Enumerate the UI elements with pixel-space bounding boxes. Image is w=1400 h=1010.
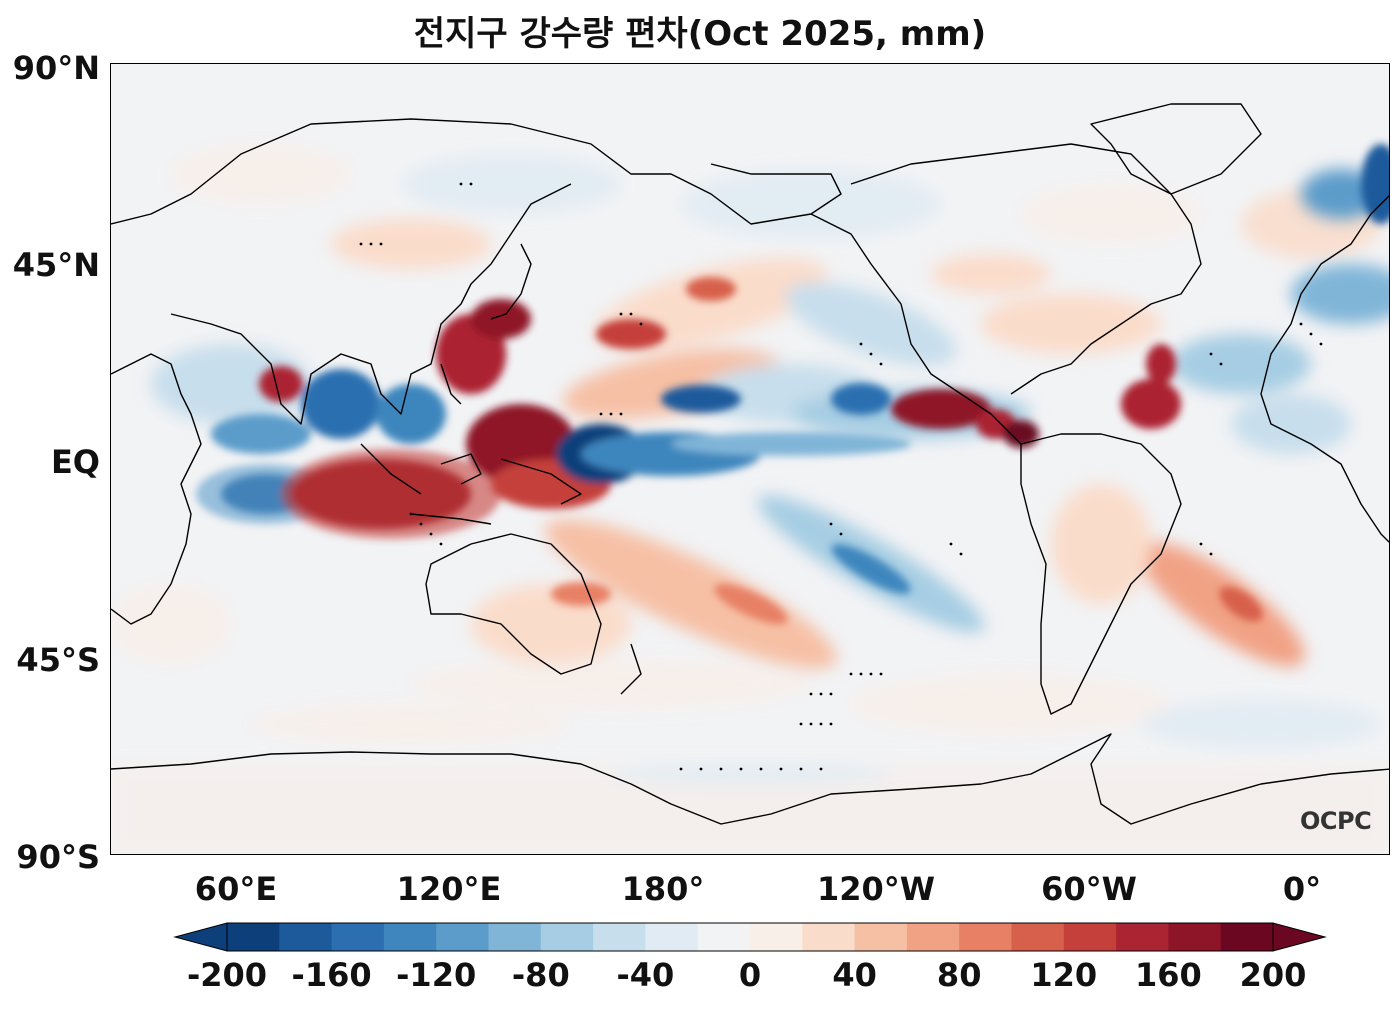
colorbar-tick-label: 40 [832,956,877,994]
ocpc-credit: OCPC [1300,807,1372,835]
lon-label-60e: 60°E [194,870,278,908]
colorbar-tick-label: 80 [936,956,982,994]
colorbar-segment [488,923,542,951]
colorbar-segment [331,923,385,951]
colorbar-segment [697,923,751,951]
colorbar-segment [854,923,908,951]
colorbar-max-extension [1272,922,1327,952]
colorbar-tick-label: -120 [396,956,477,994]
colorbar-segment [750,923,803,951]
lon-label-0: 0° [1282,870,1322,908]
significance-stippling [359,182,1323,771]
colorbar-tick-label: 200 [1239,956,1307,994]
lat-label-45s: 45°S [16,641,100,679]
lon-label-60w: 60°W [1041,870,1137,908]
colorbar [173,922,1327,952]
colorbar-segment [906,923,960,951]
colorbar-segment [593,923,646,951]
colorbar-tick-label: 120 [1030,956,1098,994]
lat-label-90s: 90°S [16,838,100,876]
colorbar-segment [802,923,856,951]
colorbar-segment [959,923,1012,951]
coastlines [111,103,1389,825]
colorbar-segment [645,923,699,951]
map-title: 전지구 강수량 편차(Oct 2025, mm) [413,14,987,54]
lon-label-120e: 120°E [396,870,502,908]
colorbar-segment [383,923,437,951]
colorbar-tick-label: -200 [186,956,268,994]
strong-anomaly-fields [196,144,1389,625]
lat-label-eq: EQ [50,443,100,481]
colorbar-tick-label: -160 [291,956,372,994]
weak-anomaly-fields [111,144,1389,854]
colorbar-tick-label: -80 [511,956,570,994]
colorbar-segment [1220,923,1274,951]
colorbar-min-extension [173,922,228,952]
lon-label-120w: 120°W [816,870,936,908]
precipitation-anomaly-map [110,63,1390,855]
map-canvas [111,64,1389,854]
colorbar-segment [1011,923,1065,951]
colorbar-segment [1063,923,1117,951]
colorbar-tick-label: 0 [738,956,762,994]
colorbar-tick-label: 160 [1134,956,1202,994]
lat-label-45n: 45°N [12,246,100,284]
colorbar-segment [1168,923,1222,951]
colorbar-tick-label: -40 [616,956,675,994]
colorbar-segment [1116,923,1169,951]
moderate-anomaly-fields [151,169,1389,669]
colorbar-segment [227,923,280,951]
colorbar-segment [436,923,489,951]
colorbar-segment [540,923,594,951]
lon-label-180: 180° [621,870,705,908]
lat-label-90n: 90°N [12,49,100,87]
colorbar-segment [279,923,333,951]
